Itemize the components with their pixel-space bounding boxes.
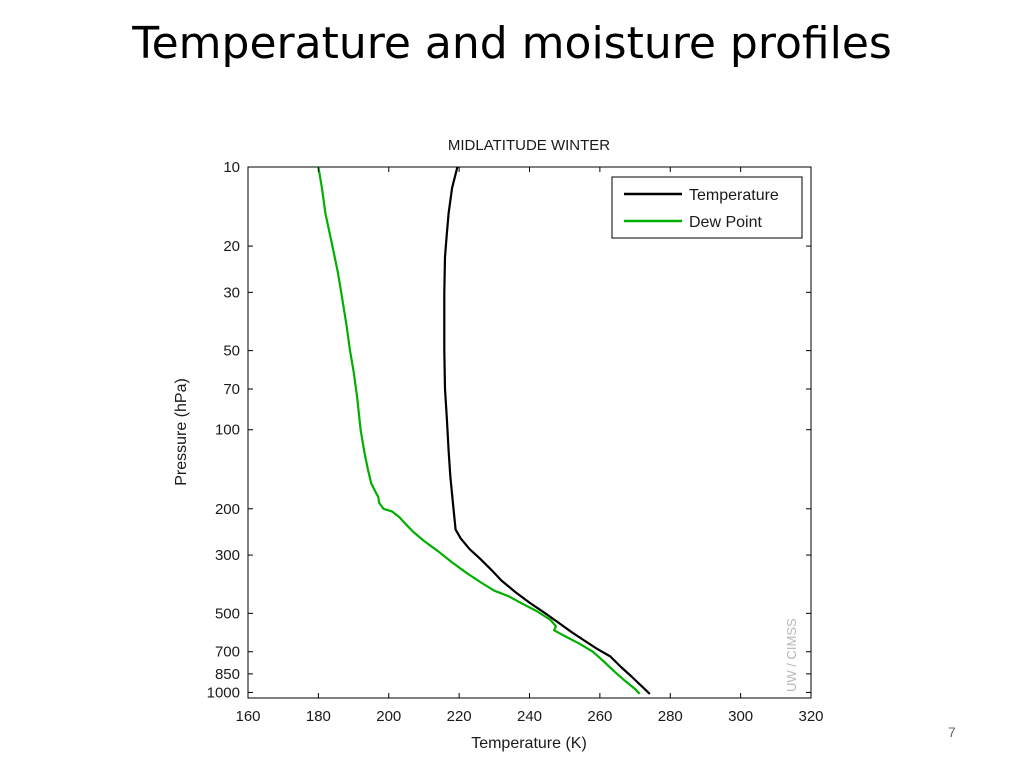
y-tick-label: 50 [223, 343, 240, 360]
y-tick-label: 700 [215, 644, 240, 661]
legend: Temperature Dew Point [611, 176, 803, 239]
x-tick-label: 200 [376, 708, 401, 725]
x-tick-label: 160 [235, 708, 260, 725]
slide-title: Temperature and moisture profiles [132, 18, 892, 69]
x-tick-label: 320 [798, 708, 823, 725]
y-tick-label: 300 [215, 547, 240, 564]
x-tick-label: 300 [728, 708, 753, 725]
watermark-text: UW / CIMSS [784, 618, 799, 692]
x-tick-label: 260 [587, 708, 612, 725]
series-line-dew-point [317, 166, 641, 695]
y-tick-label: 30 [223, 284, 240, 301]
legend-label: Temperature [689, 187, 779, 204]
plot-area [247, 166, 812, 699]
y-tick-label: 500 [215, 605, 240, 622]
chart-title: MIDLATITUDE WINTER [448, 137, 610, 154]
chart-marks: 160 180 200 220 240 260 280 300 320 10 20 30 50 70 100… [207, 159, 824, 725]
y-tick-label: 1000 [207, 684, 240, 701]
series-line-temperature [443, 166, 651, 695]
x-tick-label: 220 [447, 708, 472, 725]
y-tick-label: 200 [215, 501, 240, 518]
y-axis-label: Pressure (hPa) [173, 378, 190, 486]
x-axis-label: Temperature (K) [471, 735, 587, 752]
page-number: 7 [948, 724, 956, 740]
y-tick-label: 100 [215, 422, 240, 439]
legend-box [611, 176, 803, 239]
legend-label: Dew Point [689, 214, 762, 231]
y-tick-label: 20 [223, 238, 240, 255]
x-tick-label: 240 [517, 708, 542, 725]
y-tick-label: 850 [215, 666, 240, 683]
x-tick-label: 180 [306, 708, 331, 725]
y-tick-label: 70 [223, 381, 240, 398]
y-tick-label: 10 [223, 159, 240, 176]
x-tick-label: 280 [658, 708, 683, 725]
